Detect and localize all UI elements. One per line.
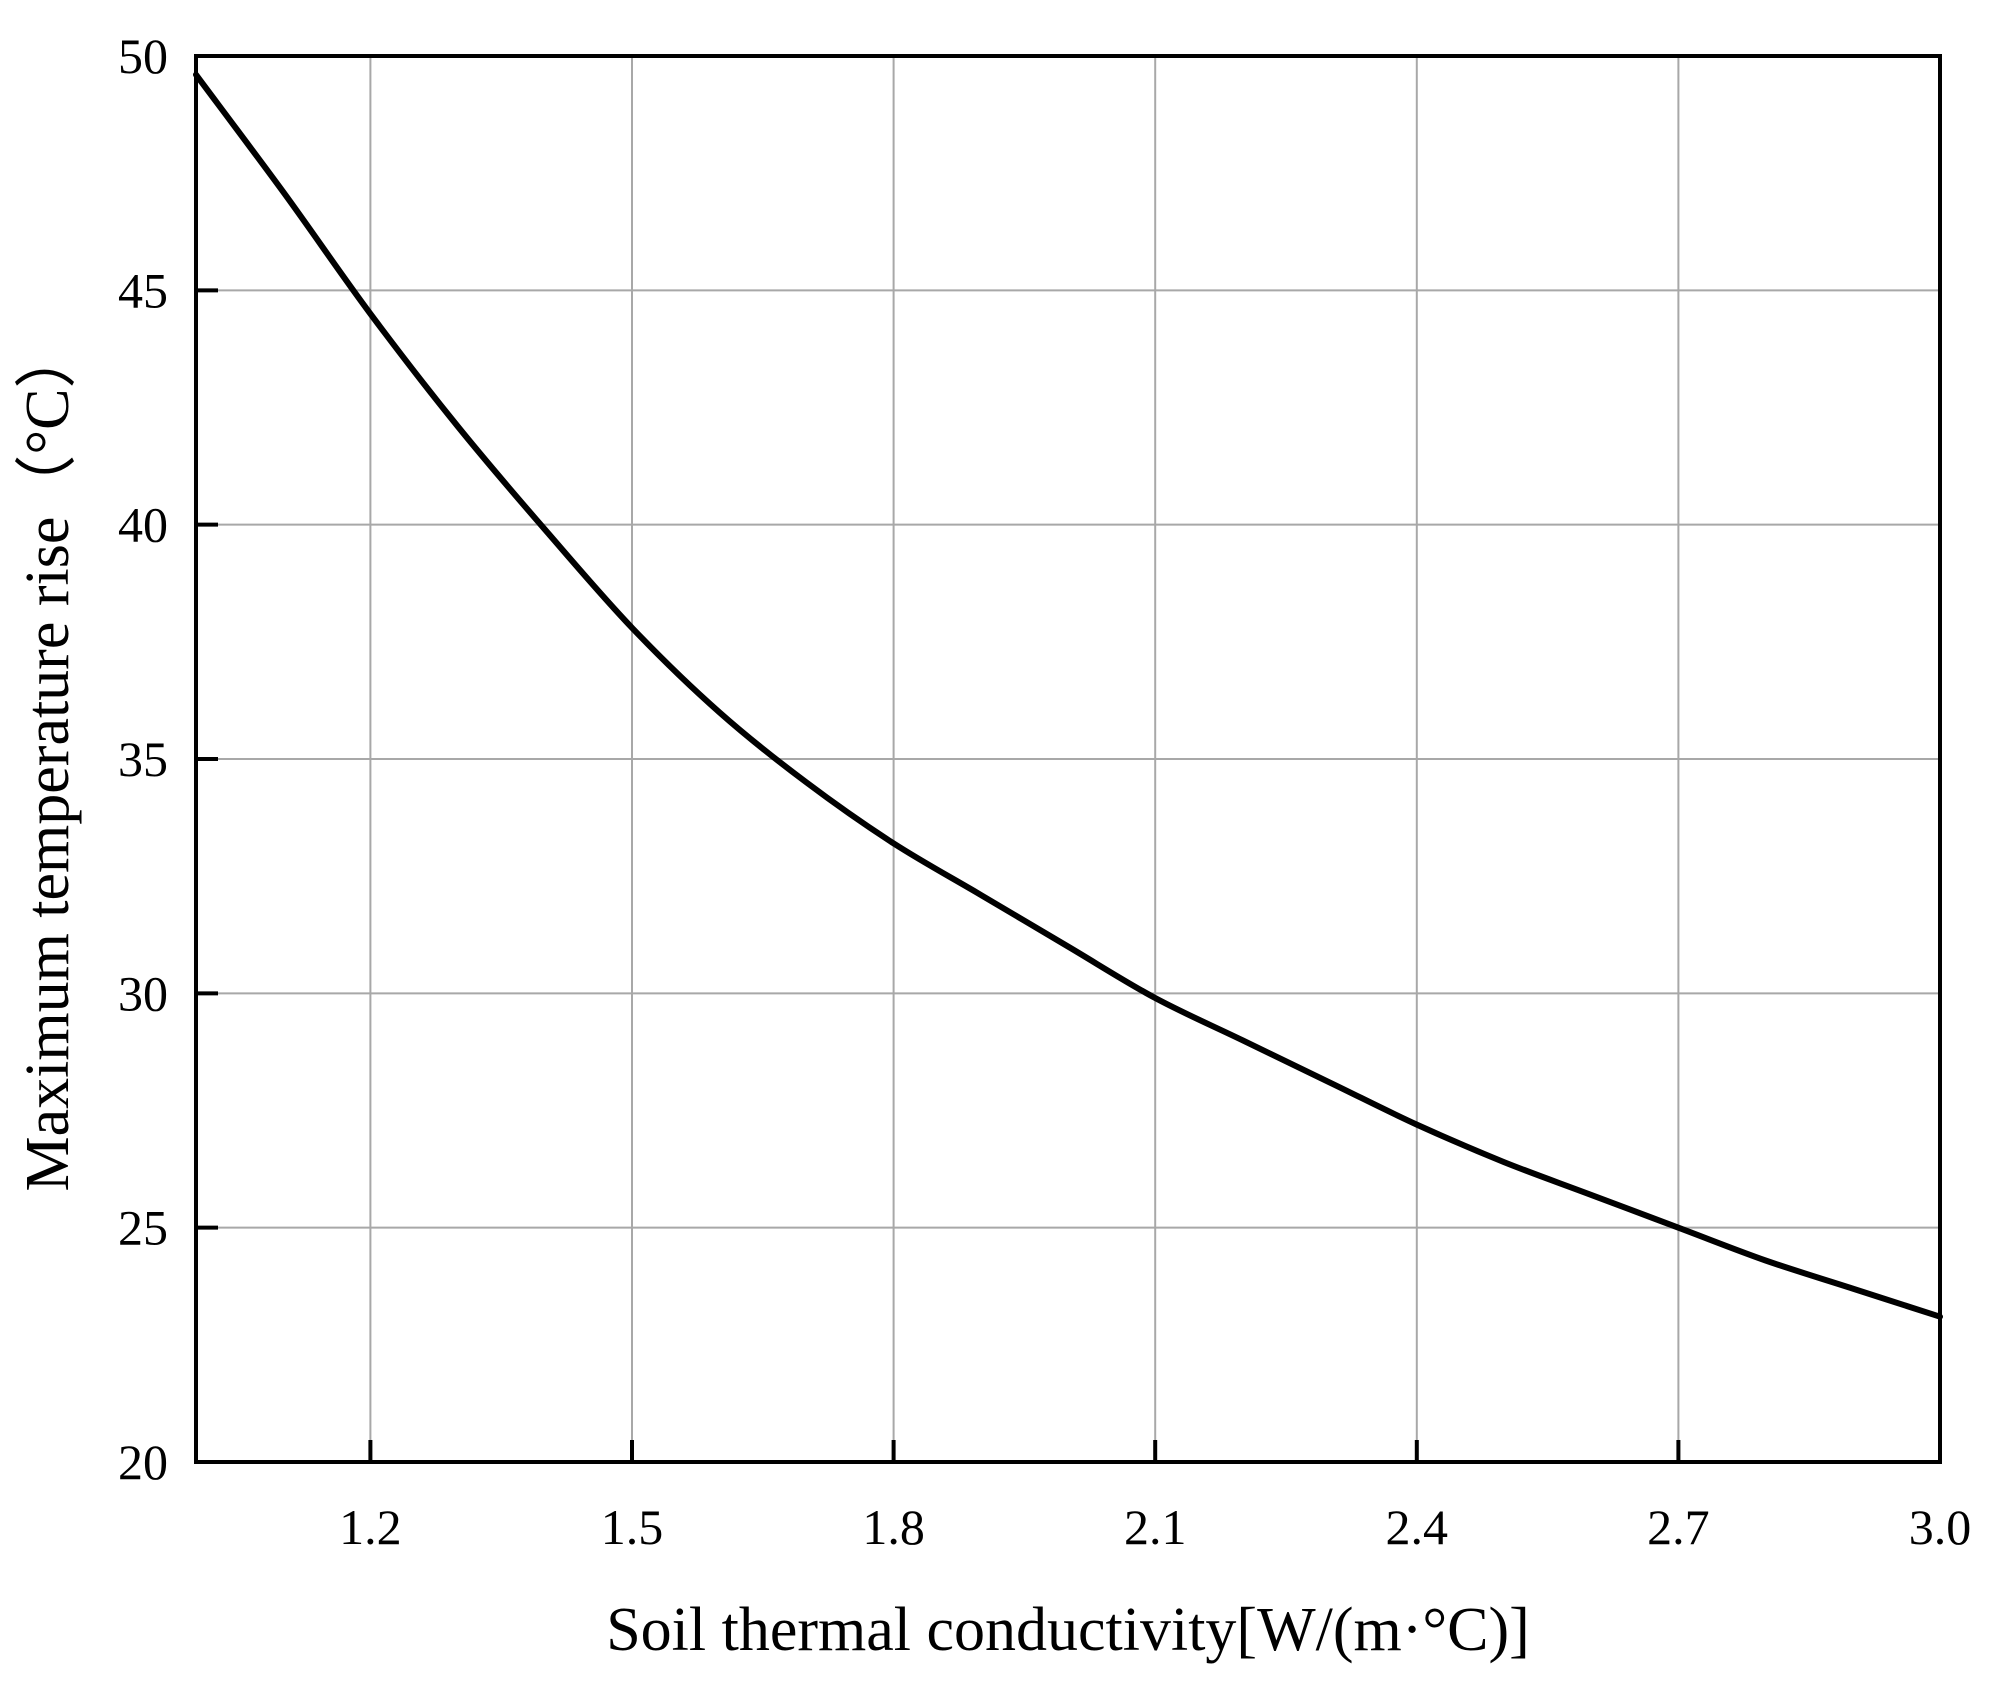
x-tick-label: 2.4 [1386, 1499, 1449, 1555]
y-tick-label: 40 [118, 497, 168, 553]
x-tick-label: 2.7 [1647, 1499, 1710, 1555]
axis-ticks [196, 54, 1942, 1464]
x-axis-label: Soil thermal conductivity[W/(m·°C)] [606, 1596, 1530, 1664]
x-tick-label: 1.5 [601, 1499, 664, 1555]
series-line [193, 71, 1943, 1320]
y-tick-labels: 20 25 30 35 40 45 50 [118, 28, 168, 1490]
y-axis-label: Maximum temperature rise（°C） [14, 326, 82, 1191]
x-tick-label: 1.8 [862, 1499, 925, 1555]
x-tick-labels: 1.2 1.5 1.8 2.1 2.4 2.7 3.0 [339, 1499, 1971, 1555]
y-tick-label: 50 [118, 28, 168, 84]
gridlines [196, 56, 1940, 1462]
y-tick-label: 25 [118, 1200, 168, 1256]
x-tick-label: 3.0 [1909, 1499, 1972, 1555]
y-tick-label: 30 [118, 965, 168, 1021]
y-tick-label: 35 [118, 731, 168, 787]
x-tick-label: 1.2 [339, 1499, 402, 1555]
x-tick-label: 2.1 [1124, 1499, 1187, 1555]
y-tick-label: 45 [118, 262, 168, 318]
y-tick-label: 20 [118, 1434, 168, 1490]
series-layer [193, 71, 1943, 1320]
